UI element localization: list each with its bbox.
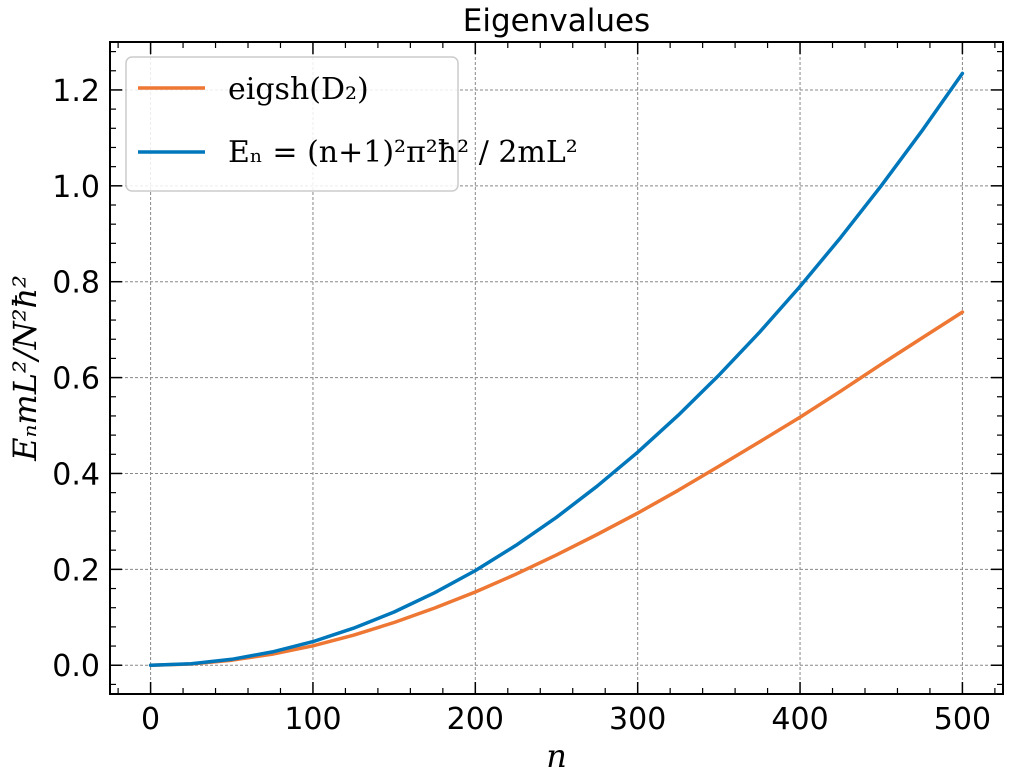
x-tick-label: 300 — [609, 702, 666, 737]
series-line-1 — [148, 71, 965, 667]
legend-box — [125, 56, 459, 192]
series-lines — [148, 71, 965, 667]
chart-title: Eigenvalues — [463, 3, 650, 39]
x-tick-label: 200 — [447, 702, 504, 737]
series-line-0 — [148, 310, 965, 667]
x-tick-label: 0 — [141, 702, 160, 737]
legend-label-analytic: Eₙ = (n+1)²π²ħ² / 2mL² — [228, 135, 578, 170]
y-tick-label: 0.0 — [52, 649, 100, 684]
y-tick-label: 0.2 — [52, 553, 100, 588]
x-axis-label: n — [546, 737, 567, 775]
x-tick-labels: 0 100 200 300 400 500 — [141, 702, 991, 737]
y-axis-label: EₙmL²/N²ħ² — [6, 275, 44, 462]
y-tick-label: 1.0 — [52, 170, 100, 205]
x-tick-label: 100 — [284, 702, 341, 737]
y-tick-labels: 0.0 0.2 0.4 0.6 0.8 1.0 1.2 — [52, 74, 100, 684]
y-tick-label: 0.8 — [52, 266, 100, 301]
y-tick-label: 0.4 — [52, 457, 100, 492]
y-tick-label: 1.2 — [52, 74, 100, 109]
plot-frame — [109, 41, 1004, 695]
legend: eigsh(D₂) Eₙ = (n+1)²π²ħ² / 2mL² — [125, 56, 578, 192]
y-tick-label: 0.6 — [52, 362, 100, 397]
legend-label-eigsh: eigsh(D₂) — [228, 72, 369, 107]
x-tick-label: 400 — [771, 702, 828, 737]
grid — [110, 42, 1003, 694]
x-tick-label: 500 — [934, 702, 991, 737]
